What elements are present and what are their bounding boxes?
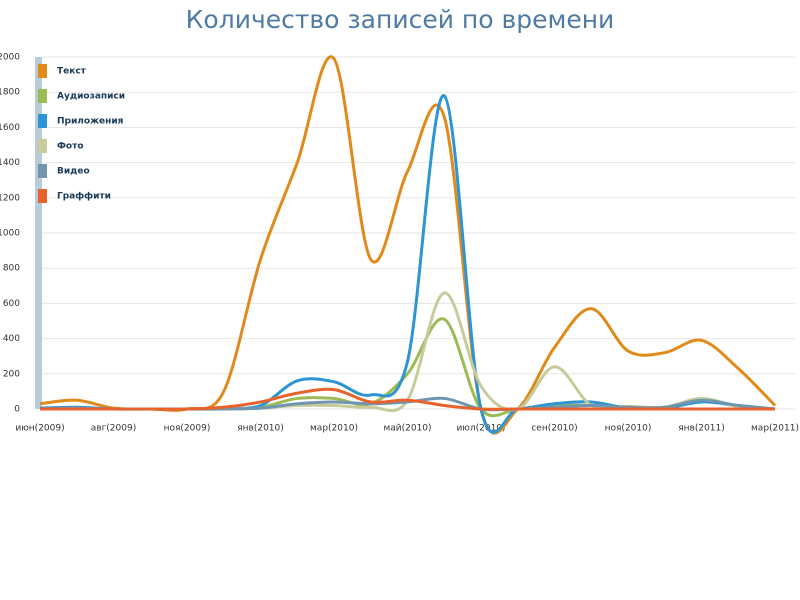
- x-tick-label: мар(2010): [310, 424, 358, 434]
- legend-swatch: [38, 89, 47, 103]
- y-tick-label: 1200: [0, 193, 20, 203]
- x-tick-label: май(2010): [383, 424, 431, 434]
- y-tick-label: 0: [14, 405, 20, 415]
- series-line: [39, 55, 777, 435]
- y-tick-label: 1600: [0, 123, 20, 133]
- legend-swatch: [38, 189, 47, 203]
- x-tick-label: июл(2010): [456, 424, 505, 434]
- y-tick-label: 2000: [0, 53, 20, 63]
- y-tick-label: 800: [3, 264, 20, 274]
- y-tick-label: 1000: [0, 229, 20, 239]
- y-tick-label: 400: [3, 334, 20, 344]
- legend-swatch: [38, 114, 47, 128]
- x-tick-label: янв(2010): [237, 424, 284, 434]
- legend-label: Текст: [57, 67, 87, 77]
- x-tick-label: янв(2011): [678, 424, 725, 434]
- y-tick-label: 200: [3, 369, 20, 379]
- y-tick-label: 1800: [0, 88, 20, 98]
- legend-label: Видео: [57, 167, 90, 177]
- y-tick-label: 1400: [0, 158, 20, 168]
- y-axis-bar: [35, 57, 42, 409]
- legend-label: Приложения: [57, 117, 124, 127]
- x-tick-label: авг(2009): [91, 424, 136, 434]
- legend-label: Аудиозаписи: [57, 92, 125, 102]
- legend-label: Фото: [57, 142, 84, 152]
- y-tick-label: 600: [3, 299, 20, 309]
- series-line: [40, 387, 775, 411]
- legend-swatch: [38, 164, 47, 178]
- x-tick-label: ноя(2010): [605, 424, 652, 434]
- chart-title: Количество записей по времени: [186, 5, 615, 34]
- x-tick-label: сен(2010): [531, 424, 577, 434]
- legend-swatch: [38, 139, 47, 153]
- legend-swatch: [38, 64, 47, 78]
- x-tick-label: мар(2011): [751, 424, 799, 434]
- x-tick-label: июн(2009): [15, 424, 64, 434]
- series-line: [39, 94, 776, 434]
- x-tick-label: ноя(2009): [164, 424, 211, 434]
- legend-label: Граффити: [57, 192, 111, 202]
